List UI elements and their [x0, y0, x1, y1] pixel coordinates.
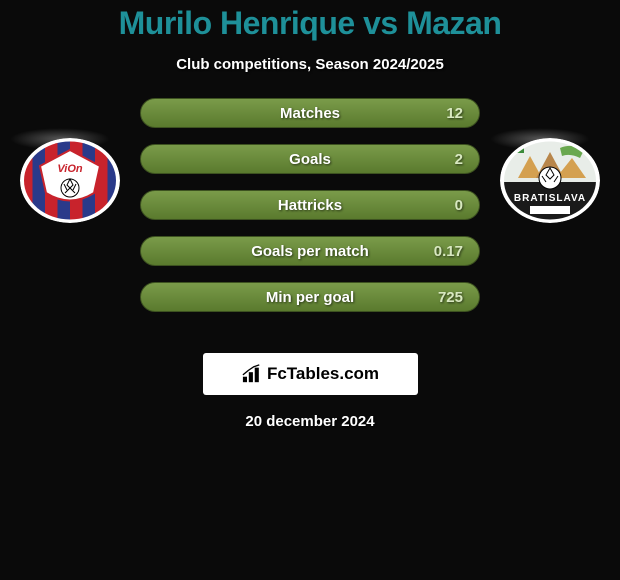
- stat-bar: Matches12: [140, 98, 480, 128]
- stat-label: Min per goal: [141, 289, 479, 306]
- stats-bars: Matches12 Goals2 Hattricks0 Goals per match…: [140, 98, 480, 328]
- svg-text:ViOn: ViOn: [57, 163, 83, 175]
- stat-value: 2: [455, 151, 463, 168]
- stat-value: 0: [455, 197, 463, 214]
- stat-bar: Goals per match0.17: [140, 236, 480, 266]
- stat-label: Goals per match: [141, 243, 479, 260]
- stat-label: Goals: [141, 151, 479, 168]
- player2-name: Mazan: [406, 5, 501, 41]
- club-crest-bratislava: FC BRATISLAVA: [500, 138, 600, 223]
- stat-value: 12: [446, 105, 463, 122]
- club-badge-right: FC BRATISLAVA: [500, 138, 600, 223]
- player1-name: Murilo Henrique: [119, 5, 355, 41]
- title-vs: vs: [355, 5, 406, 41]
- stat-label: Hattricks: [141, 197, 479, 214]
- stat-value: 725: [438, 289, 463, 306]
- stat-bar: Hattricks0: [140, 190, 480, 220]
- comparison-area: ViOn Matches12 Goals2 Hattricks0 Goals per …: [0, 98, 620, 338]
- subtitle: Club competitions, Season 2024/2025: [0, 56, 620, 73]
- page-title: Murilo Henrique vs Mazan: [0, 5, 620, 42]
- stat-label: Matches: [141, 105, 479, 122]
- logo-text: FcTables.com: [267, 364, 379, 384]
- bar-chart-icon: [241, 364, 263, 384]
- date-text: 20 december 2024: [0, 413, 620, 430]
- stat-bar: Min per goal725: [140, 282, 480, 312]
- stat-value: 0.17: [434, 243, 463, 260]
- fctables-logo: FcTables.com: [203, 353, 418, 395]
- club-badge-left: ViOn: [20, 138, 120, 223]
- stat-bar: Goals2: [140, 144, 480, 174]
- club-crest-vion: ViOn: [20, 138, 120, 223]
- svg-text:BRATISLAVA: BRATISLAVA: [514, 193, 586, 204]
